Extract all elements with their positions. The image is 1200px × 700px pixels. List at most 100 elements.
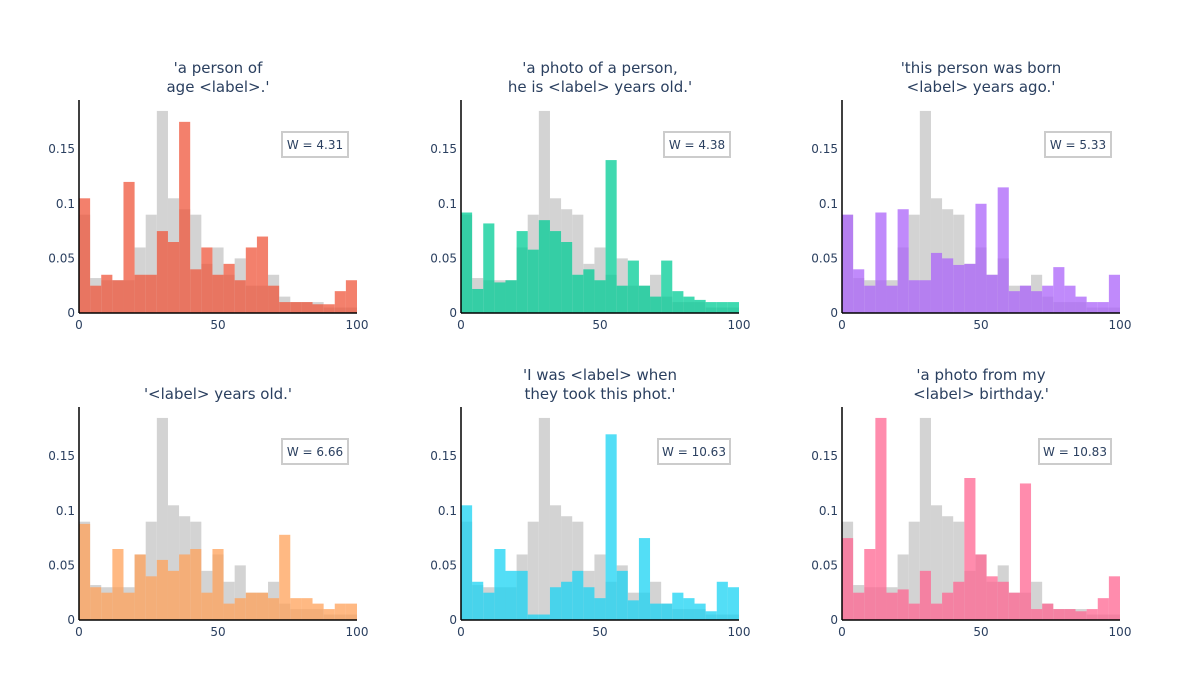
prediction-bar [672, 291, 684, 313]
reference-bar [549, 505, 562, 620]
prediction-bar [516, 231, 528, 313]
x-tick-label: 50 [592, 625, 607, 639]
reference-bar [538, 417, 550, 620]
prediction-bar [79, 523, 91, 620]
prediction-bar [627, 600, 639, 620]
prediction-bar [268, 598, 280, 620]
panel-title-line: 'a photo from my [916, 366, 1045, 384]
prediction-bar [323, 609, 335, 620]
x-tick-label: 0 [457, 625, 465, 639]
prediction-bar [1053, 267, 1065, 313]
prediction-bar [638, 285, 651, 313]
reference-bar [953, 214, 965, 313]
histogram-panel-4: '<label> years old.' 0 0.05 0.1 0.15 0 50 100 W … [48, 385, 368, 639]
reference-bar [223, 581, 235, 620]
w-annotation-text: W = 10.63 [662, 445, 726, 459]
prediction-bar [212, 549, 224, 620]
prediction-bar [605, 160, 617, 313]
prediction-bar [908, 603, 920, 620]
prediction-bar [472, 288, 484, 313]
w-annotation-box [663, 131, 731, 158]
x-tick-label: 50 [210, 318, 225, 332]
prediction-bar [842, 214, 854, 313]
reference-bar [572, 521, 584, 620]
prediction-bar [897, 209, 909, 313]
prediction-bar [1008, 291, 1020, 313]
prediction-bar [234, 598, 246, 620]
prediction-bar [1064, 285, 1076, 313]
prediction-bar [864, 285, 876, 313]
prediction-bar [964, 478, 976, 620]
panel-title-line: <label> years ago.' [907, 78, 1056, 96]
x-tick-label: 100 [346, 318, 369, 332]
prediction-bar [472, 581, 484, 620]
prediction-bar [561, 242, 573, 313]
x-tick-label: 100 [728, 318, 751, 332]
prediction-bar [505, 570, 517, 620]
prediction-bar [930, 603, 943, 620]
prediction-bar [549, 587, 562, 620]
prediction-bar [345, 603, 357, 620]
prediction-bar [1097, 598, 1109, 620]
prediction-bar [1086, 302, 1098, 313]
prediction-bar [223, 263, 235, 313]
prediction-bar [953, 581, 965, 620]
y-tick-label: 0.1 [438, 504, 457, 518]
x-tick-label: 0 [838, 318, 846, 332]
prediction-bar [975, 554, 987, 620]
prediction-bar [538, 220, 550, 313]
prediction-bar [650, 296, 662, 313]
w-annotation-box [1038, 438, 1112, 465]
prediction-bar [1031, 609, 1043, 620]
prediction-bar [256, 236, 269, 313]
prediction-bar [561, 581, 573, 620]
reference-bar [145, 214, 157, 313]
prediction-bar [716, 581, 728, 620]
prediction-bar [986, 576, 998, 620]
prediction-bar [256, 592, 269, 620]
w-annotation-text: W = 10.83 [1043, 445, 1107, 459]
reference-bar [1031, 581, 1043, 620]
prediction-bar [268, 285, 280, 313]
x-tick-label: 0 [75, 625, 83, 639]
prediction-bar [1097, 302, 1109, 313]
x-tick-label: 0 [457, 318, 465, 332]
y-tick-label: 0.15 [48, 142, 75, 156]
prediction-bar [953, 264, 965, 313]
prediction-bar [716, 302, 728, 313]
prediction-bar [179, 554, 191, 620]
y-tick-label: 0.15 [811, 142, 838, 156]
prediction-bar [279, 302, 291, 313]
prediction-bar [1031, 291, 1043, 313]
reference-bar [650, 274, 662, 313]
x-tick-label: 50 [210, 625, 225, 639]
prediction-bar [572, 274, 584, 313]
prediction-bar [483, 223, 495, 313]
y-tick-label: 0.05 [811, 251, 838, 265]
w-annotation-text: W = 4.38 [669, 138, 725, 152]
prediction-bar [1019, 285, 1032, 313]
prediction-bar [483, 592, 495, 620]
prediction-bar [549, 231, 562, 313]
reference-bar [594, 554, 606, 620]
reference-bar [527, 521, 539, 620]
prediction-bar [1108, 576, 1120, 620]
reference-bar [930, 505, 943, 620]
w-annotation-text: W = 6.66 [287, 445, 343, 459]
prediction-bar [301, 302, 313, 313]
histogram-panel-2: 'a photo of a person,he is <label> years… [430, 59, 750, 332]
prediction-bar [334, 291, 346, 313]
prediction-bar [301, 598, 313, 620]
prediction-bar [516, 570, 528, 620]
x-tick-label: 100 [1109, 318, 1132, 332]
prediction-bar [90, 587, 102, 620]
y-tick-label: 0.1 [819, 504, 838, 518]
y-tick-label: 0.15 [430, 142, 457, 156]
prediction-bar [167, 242, 180, 313]
reference-bar [167, 505, 180, 620]
prediction-bar [145, 576, 157, 620]
prediction-bar [1108, 274, 1120, 313]
prediction-bar [245, 247, 257, 313]
panel-title-line: 'a person of [174, 59, 263, 77]
